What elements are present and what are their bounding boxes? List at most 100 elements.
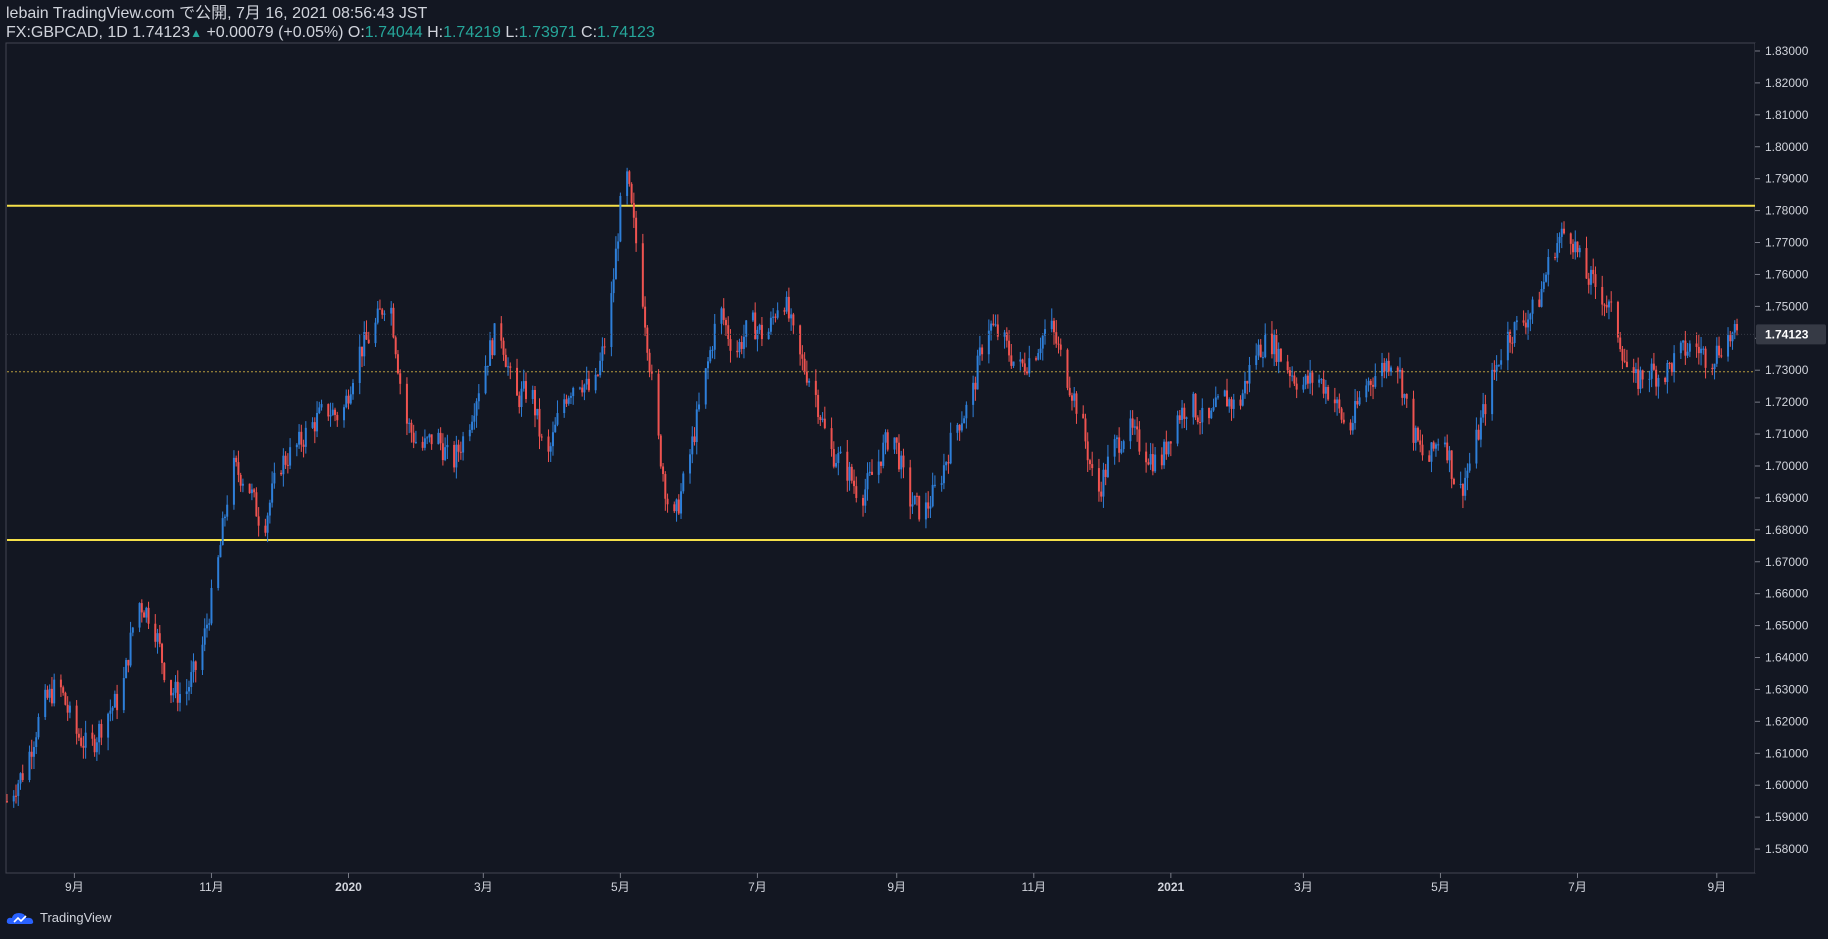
candle-body (1019, 359, 1022, 362)
candle (1538, 291, 1541, 308)
candle-body (1405, 394, 1408, 399)
candle-body (80, 737, 83, 746)
candle (1320, 378, 1323, 384)
candle-body (1167, 441, 1170, 455)
candle (282, 448, 285, 487)
candle-body (426, 437, 429, 439)
candle (473, 403, 476, 430)
candle-body (1183, 407, 1186, 419)
candle-body (1399, 369, 1402, 372)
candle (960, 411, 963, 433)
last-price-marker: 1.74123 (7, 324, 1826, 345)
candle-body (1324, 386, 1327, 394)
candle-body (1194, 393, 1197, 418)
candle (848, 461, 851, 491)
candle-body (352, 383, 355, 395)
candle-body (1248, 364, 1251, 384)
candle (1232, 393, 1235, 419)
candle (421, 436, 424, 451)
candle-body (554, 424, 557, 433)
candle (1396, 365, 1399, 384)
candle (727, 316, 730, 346)
candle-body (421, 441, 424, 448)
candle-body (1239, 399, 1242, 406)
candle-body (837, 453, 840, 464)
candle (365, 320, 368, 340)
candle-body (423, 438, 426, 448)
candle (1592, 258, 1595, 284)
candle (1572, 239, 1575, 259)
price-tick-label: 1.65000 (1765, 619, 1809, 633)
candle-body (500, 323, 503, 341)
candle-body (32, 747, 35, 757)
low-label: L: (505, 24, 519, 41)
candle (709, 346, 712, 364)
candle (601, 337, 604, 372)
candle (1697, 334, 1700, 365)
candle-body (1178, 415, 1181, 421)
candle (426, 436, 429, 445)
candle-body (163, 662, 166, 681)
candle (374, 317, 377, 347)
candle-body (192, 661, 195, 673)
candle (1230, 396, 1233, 421)
price-tick-label: 1.71000 (1765, 427, 1809, 441)
candle (1167, 441, 1170, 457)
candle-body (900, 455, 903, 470)
candle (1679, 340, 1682, 360)
candle (1529, 312, 1532, 332)
tradingview-logo[interactable]: TradingView (6, 910, 112, 925)
candle-body (1697, 346, 1700, 354)
candle-body (84, 732, 87, 748)
candle-body (1073, 393, 1076, 401)
candle-body (1459, 484, 1462, 486)
candle-body (693, 436, 696, 443)
candle (1324, 379, 1327, 404)
candle-body (239, 474, 242, 486)
candle-body (1416, 427, 1419, 441)
candle (1448, 446, 1451, 473)
price-tick-label: 1.83000 (1765, 44, 1809, 58)
time-tick-label: 9月 (65, 880, 84, 894)
candle (462, 431, 465, 461)
candle (367, 331, 370, 344)
candle-body (129, 632, 132, 666)
candle (84, 720, 87, 759)
time-tick-label: 5月 (611, 880, 630, 894)
candle-body (902, 455, 905, 468)
candle (1057, 336, 1060, 354)
candle (1387, 352, 1390, 376)
candle (774, 313, 777, 323)
candle (300, 424, 303, 452)
candle (691, 426, 694, 464)
candle-body (680, 491, 683, 514)
candle-body (280, 472, 283, 475)
candle (1075, 391, 1078, 424)
candle (915, 492, 918, 506)
candle (331, 402, 334, 416)
candle-body (143, 612, 146, 618)
candle-body (1639, 370, 1642, 389)
candle-body (626, 171, 629, 196)
price-axis[interactable] (1755, 43, 1828, 873)
candle-body (525, 381, 528, 400)
candle (271, 471, 274, 508)
candle (1381, 352, 1384, 388)
candle-body (1084, 418, 1087, 442)
candle-body (1704, 348, 1707, 368)
candle (740, 335, 743, 355)
candle (1524, 312, 1527, 335)
candle-body (257, 516, 260, 526)
candle-body (21, 773, 24, 781)
candle-body (1288, 370, 1291, 377)
candle-body (516, 367, 519, 396)
candle-body (50, 688, 53, 704)
candle (1650, 358, 1653, 388)
candle-body (1120, 449, 1123, 453)
candle (1340, 406, 1343, 424)
candle-body (408, 422, 411, 424)
candle (659, 434, 662, 469)
candle-body (1632, 367, 1635, 374)
candle (1160, 447, 1163, 470)
